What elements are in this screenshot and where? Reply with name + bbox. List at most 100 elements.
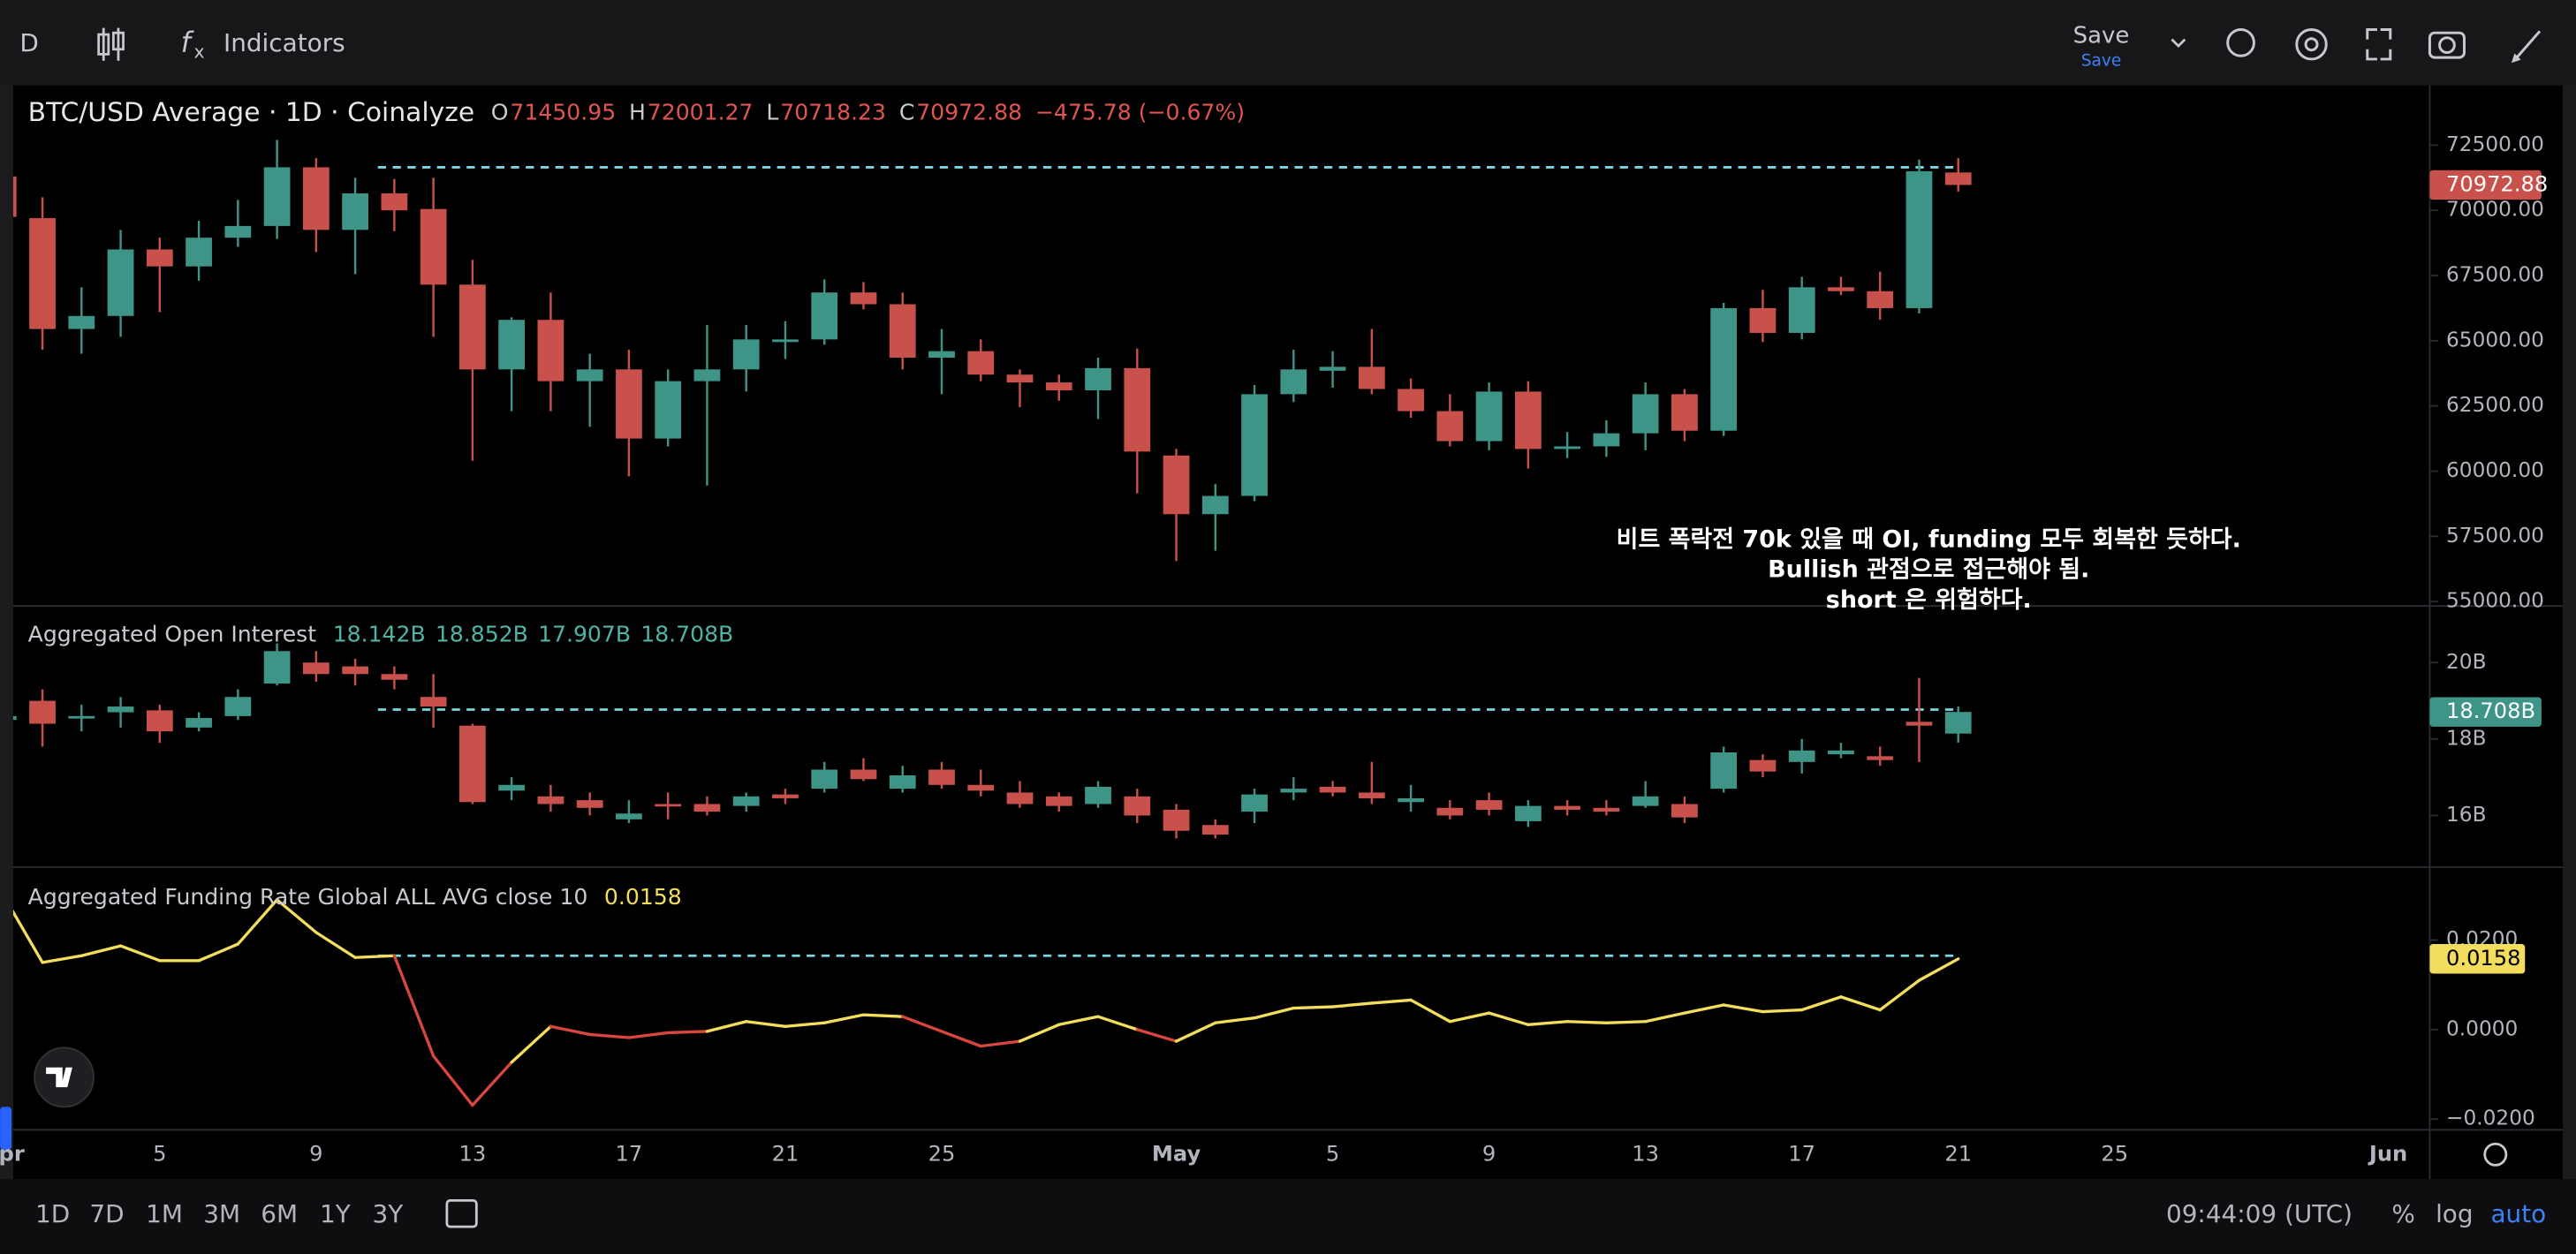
- x-tick-label: 13: [459, 1141, 487, 1166]
- candle-body: [302, 662, 330, 675]
- y-tick-label: 72500.00: [2446, 132, 2544, 156]
- x-tick-label: 25: [928, 1141, 956, 1166]
- candle-body: [732, 339, 760, 370]
- candle-body: [772, 794, 799, 798]
- y-tick-label: 18B: [2446, 726, 2487, 750]
- logo: [46, 1067, 72, 1088]
- line-segment: [314, 931, 357, 959]
- line-segment: [901, 1015, 943, 1033]
- range-button[interactable]: 3M: [203, 1199, 240, 1228]
- fullscreen-button[interactable]: [2366, 27, 2392, 61]
- line-segment: [822, 1013, 866, 1024]
- candle-body: [1867, 291, 1894, 308]
- candle-body: [498, 784, 526, 791]
- scroll-left[interactable]: [0, 1107, 12, 1150]
- candle-body: [1828, 750, 1854, 755]
- alert-button[interactable]: [2226, 27, 2255, 57]
- candle-body: [1632, 796, 1659, 806]
- candle-body: [1085, 786, 1111, 805]
- candle-body: [1006, 792, 1034, 805]
- change-label: −475.78 (−0.67%): [1035, 99, 1245, 125]
- last-value-label: 18.708B: [2446, 699, 2535, 723]
- candle-body: [186, 718, 212, 728]
- log-toggle[interactable]: log: [2436, 1199, 2474, 1228]
- line-segment: [471, 1061, 513, 1107]
- percent-toggle[interactable]: %: [2391, 1199, 2414, 1228]
- candle-body: [1671, 804, 1698, 818]
- chart-type-button[interactable]: [97, 27, 125, 61]
- range-button[interactable]: 1M: [146, 1199, 183, 1228]
- y-tick-label: 57500.00: [2446, 524, 2544, 548]
- settings-button[interactable]: [2304, 37, 2319, 52]
- candle-body: [576, 800, 603, 808]
- save-button[interactable]: Save: [2073, 22, 2130, 49]
- line-segment: [1800, 995, 1843, 1012]
- candle-body: [1358, 366, 1385, 389]
- line-segment: [41, 954, 83, 964]
- range-button[interactable]: 6M: [261, 1199, 298, 1228]
- candle-body: [1124, 796, 1151, 816]
- candle-body: [381, 674, 408, 680]
- x-tick-label: 21: [1944, 1141, 1972, 1166]
- ohlc-letter: C: [899, 99, 915, 125]
- symbol-button[interactable]: D: [19, 28, 38, 57]
- candle-body: [1554, 446, 1581, 449]
- indicators-button[interactable]: Indicators: [224, 28, 345, 57]
- candle-body: [1201, 495, 1229, 515]
- range-button[interactable]: 1D: [35, 1199, 70, 1228]
- auto-toggle[interactable]: auto: [2490, 1199, 2546, 1228]
- axis-settings[interactable]: [2483, 1142, 2508, 1167]
- snapshot-button[interactable]: [2438, 36, 2456, 54]
- candle-body: [1867, 756, 1894, 760]
- line-segment: [1448, 1011, 1491, 1024]
- candle-body: [68, 715, 95, 719]
- annotation: 비트 폭락전 70k 있을 때 OI, funding 모두 회복한 듯하다.: [1617, 525, 2241, 553]
- range-button[interactable]: 7D: [89, 1199, 124, 1228]
- drawing-button[interactable]: [2511, 30, 2542, 64]
- candle-body: [732, 796, 760, 806]
- legend-value: 18.142B: [333, 622, 426, 647]
- candle-body: [68, 315, 95, 329]
- candle-body: [107, 706, 134, 713]
- legend-value: 18.708B: [640, 622, 733, 647]
- snapshot-button[interactable]: [2428, 31, 2466, 59]
- indicators-icon[interactable]: x: [193, 42, 204, 63]
- candle-body: [1241, 394, 1268, 496]
- x-tick-label: 17: [1788, 1141, 1815, 1166]
- pane-title: Aggregated Funding Rate Global ALL AVG c…: [28, 884, 588, 910]
- candle-body: [1163, 455, 1190, 515]
- y-tick-label: −0.0200: [2446, 1107, 2535, 1130]
- x-tick-label: Jun: [2368, 1141, 2407, 1166]
- x-tick-label: 5: [1326, 1141, 1339, 1166]
- candle-body: [459, 284, 486, 370]
- candle-body: [537, 320, 564, 381]
- save-menu[interactable]: [2171, 38, 2186, 49]
- settings-button[interactable]: [2295, 27, 2328, 61]
- candle-body: [772, 339, 799, 343]
- candle-body: [1358, 792, 1385, 798]
- candle-body: [889, 304, 916, 359]
- candle-body: [498, 320, 526, 370]
- annotation: short 은 위험하다.: [1826, 586, 2032, 614]
- candle-body: [12, 176, 17, 217]
- line-segment: [1174, 1021, 1217, 1043]
- range-button[interactable]: 3Y: [373, 1199, 405, 1228]
- candle-body: [342, 193, 368, 230]
- candle-body: [1905, 170, 1933, 308]
- candle-body: [342, 666, 368, 675]
- line-segment: [587, 1032, 631, 1039]
- line-segment: [1839, 995, 1882, 1012]
- x-tick-label: Apr: [0, 1141, 25, 1166]
- line-segment: [705, 1020, 748, 1033]
- candle-body: [12, 715, 17, 721]
- line-segment: [1370, 998, 1413, 1005]
- line-segment: [1604, 1020, 1648, 1024]
- date-range-button[interactable]: [445, 1198, 478, 1228]
- candle-body: [420, 208, 447, 285]
- line-segment: [1018, 1023, 1061, 1043]
- range-button[interactable]: 1Y: [320, 1199, 352, 1228]
- y-tick-label: 70000.00: [2446, 198, 2544, 222]
- candle-body: [1398, 389, 1424, 412]
- annotation: Bullish 관점으로 접근해야 됨.: [1768, 556, 2089, 584]
